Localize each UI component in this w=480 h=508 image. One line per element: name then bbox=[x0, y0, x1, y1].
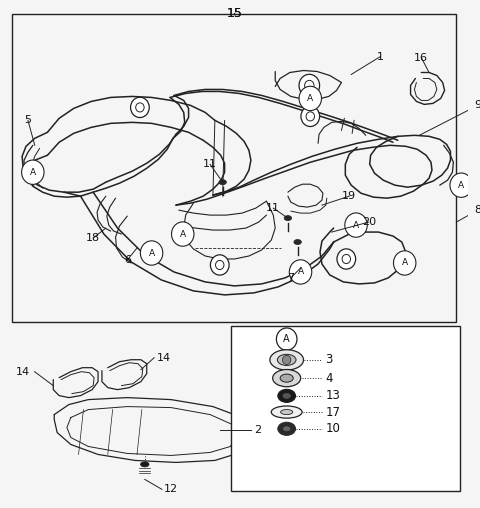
Text: 9: 9 bbox=[474, 101, 480, 110]
Ellipse shape bbox=[273, 369, 300, 387]
Circle shape bbox=[301, 106, 320, 126]
Text: 19: 19 bbox=[342, 191, 356, 201]
Ellipse shape bbox=[219, 180, 227, 185]
Text: 8: 8 bbox=[474, 205, 480, 215]
Ellipse shape bbox=[280, 374, 293, 382]
Ellipse shape bbox=[270, 350, 303, 370]
Text: 14: 14 bbox=[156, 353, 170, 363]
Bar bbox=[12, 14, 456, 323]
Circle shape bbox=[299, 74, 320, 97]
Text: 20: 20 bbox=[361, 217, 376, 227]
Ellipse shape bbox=[278, 422, 296, 435]
Text: 16: 16 bbox=[414, 52, 428, 62]
Text: 10: 10 bbox=[325, 422, 340, 435]
Text: A: A bbox=[458, 181, 464, 189]
Circle shape bbox=[22, 160, 44, 184]
Circle shape bbox=[210, 255, 229, 275]
Text: 12: 12 bbox=[164, 484, 179, 494]
Ellipse shape bbox=[277, 354, 296, 365]
Circle shape bbox=[282, 355, 291, 364]
Circle shape bbox=[171, 222, 194, 246]
Text: A: A bbox=[298, 267, 304, 276]
Circle shape bbox=[299, 86, 322, 111]
Text: 4: 4 bbox=[325, 372, 333, 385]
Circle shape bbox=[131, 97, 149, 117]
Text: 11: 11 bbox=[266, 203, 280, 213]
Ellipse shape bbox=[271, 406, 302, 418]
Ellipse shape bbox=[294, 239, 301, 244]
Text: A: A bbox=[307, 94, 313, 103]
Text: 6: 6 bbox=[124, 255, 131, 265]
Text: A: A bbox=[180, 230, 186, 239]
Text: A: A bbox=[283, 334, 290, 344]
Text: 2: 2 bbox=[254, 425, 261, 434]
Ellipse shape bbox=[283, 393, 290, 398]
Text: A: A bbox=[353, 220, 359, 230]
Text: 17: 17 bbox=[325, 405, 340, 419]
Text: 14: 14 bbox=[16, 367, 30, 376]
Ellipse shape bbox=[284, 215, 292, 220]
Text: 15: 15 bbox=[227, 7, 242, 20]
Text: 13: 13 bbox=[325, 389, 340, 402]
Text: A: A bbox=[402, 259, 408, 268]
Ellipse shape bbox=[283, 427, 290, 431]
Circle shape bbox=[276, 328, 297, 350]
Circle shape bbox=[289, 260, 312, 284]
Circle shape bbox=[140, 241, 163, 265]
Text: A: A bbox=[30, 168, 36, 177]
Circle shape bbox=[337, 249, 356, 269]
Text: 1: 1 bbox=[377, 51, 384, 61]
Text: 15: 15 bbox=[227, 7, 242, 20]
Text: 18: 18 bbox=[86, 233, 100, 243]
Ellipse shape bbox=[281, 409, 293, 415]
Text: 5: 5 bbox=[24, 115, 32, 125]
Text: 11: 11 bbox=[203, 159, 217, 169]
Bar bbox=[230, 327, 459, 491]
Text: 3: 3 bbox=[325, 354, 333, 366]
Ellipse shape bbox=[278, 389, 296, 402]
Ellipse shape bbox=[141, 462, 149, 467]
Circle shape bbox=[394, 251, 416, 275]
Circle shape bbox=[345, 213, 367, 237]
Text: A: A bbox=[148, 248, 155, 258]
Circle shape bbox=[450, 173, 472, 197]
Text: 7: 7 bbox=[287, 273, 294, 283]
